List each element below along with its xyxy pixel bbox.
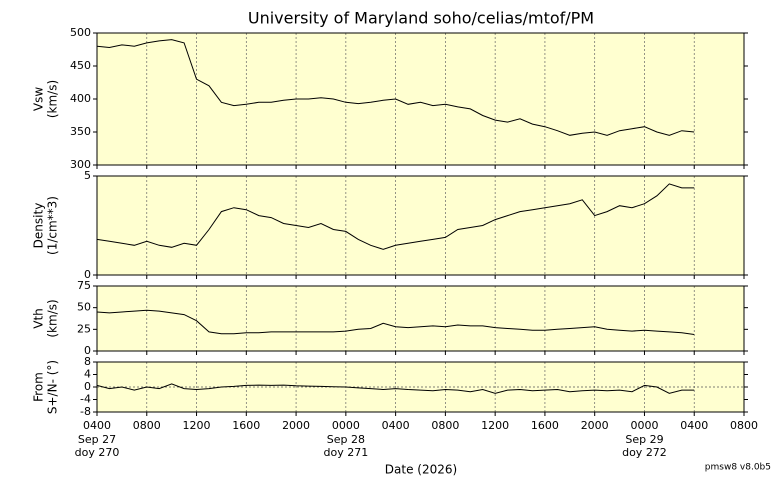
x-tick-label: 0400: [680, 419, 708, 432]
panel-frame: [96, 285, 745, 352]
y-axis-label: Density: [32, 203, 46, 249]
y-tick-label: 300: [70, 158, 91, 171]
panel-background: [97, 33, 744, 165]
y-tick-label: 25: [77, 322, 91, 335]
chart-title: University of Maryland soho/celias/mtof/…: [248, 9, 594, 28]
y-axis-label: (km/s): [46, 299, 60, 337]
date-label: Sep 28: [327, 433, 365, 446]
panel-background: [97, 176, 744, 275]
panel-frame: [96, 175, 745, 276]
data-line: [96, 309, 695, 335]
doy-label: doy 272: [622, 446, 667, 459]
x-axis-label: Date (2026): [385, 463, 457, 477]
y-tick-label: 5: [84, 169, 91, 182]
date-label: Sep 27: [78, 433, 116, 446]
footer: pmsw8 v8.0b5: [705, 463, 771, 473]
y-tick-label: 4: [84, 368, 91, 381]
x-tick-label: 1200: [481, 419, 509, 432]
y-tick-label: 0: [84, 380, 91, 393]
y-axis-label: Vth: [32, 308, 46, 329]
x-tick-label: 0800: [730, 419, 758, 432]
y-axis-label: (km/s): [46, 80, 60, 118]
doy-label: doy 271: [323, 446, 368, 459]
x-tick-label: 0000: [332, 419, 360, 432]
y-tick-label: -8: [80, 405, 91, 418]
y-tick-label: 400: [70, 92, 91, 105]
y-tick-label: 450: [70, 59, 91, 72]
x-tick-label: 2000: [282, 419, 310, 432]
x-tick-label: 0800: [133, 419, 161, 432]
y-tick-label: 75: [77, 279, 91, 292]
y-tick-label: 8: [84, 355, 91, 368]
data-line: [96, 383, 695, 394]
x-tick-label: 1600: [531, 419, 559, 432]
data-line: [96, 183, 695, 250]
y-axis-label: S+/N- (°): [46, 360, 60, 414]
y-axis-label: Vsw: [32, 87, 46, 111]
y-tick-label: 50: [77, 301, 91, 314]
y-tick-label: 0: [84, 344, 91, 357]
y-tick-label: 0: [84, 268, 91, 281]
data-line: [96, 39, 695, 136]
y-axis-label: (1/cm**3): [46, 196, 60, 255]
x-tick-label: 2000: [581, 419, 609, 432]
x-tick-label: 0400: [83, 419, 111, 432]
x-tick-label: 1200: [183, 419, 211, 432]
y-tick-label: 500: [70, 26, 91, 39]
x-tick-label: 1600: [232, 419, 260, 432]
y-tick-label: -4: [80, 393, 91, 406]
doy-label: doy 270: [75, 446, 120, 459]
panel-background: [97, 362, 744, 412]
x-tick-label: 0400: [382, 419, 410, 432]
y-axis-label: From: [32, 372, 46, 402]
date-label: Sep 29: [625, 433, 663, 446]
y-tick-label: 350: [70, 125, 91, 138]
x-tick-label: 0800: [431, 419, 459, 432]
panel-background: [97, 286, 744, 351]
x-tick-label: 0000: [630, 419, 658, 432]
